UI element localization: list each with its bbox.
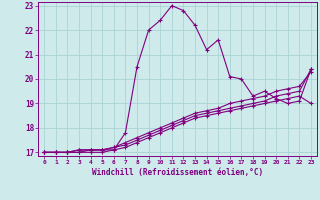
X-axis label: Windchill (Refroidissement éolien,°C): Windchill (Refroidissement éolien,°C) <box>92 168 263 177</box>
